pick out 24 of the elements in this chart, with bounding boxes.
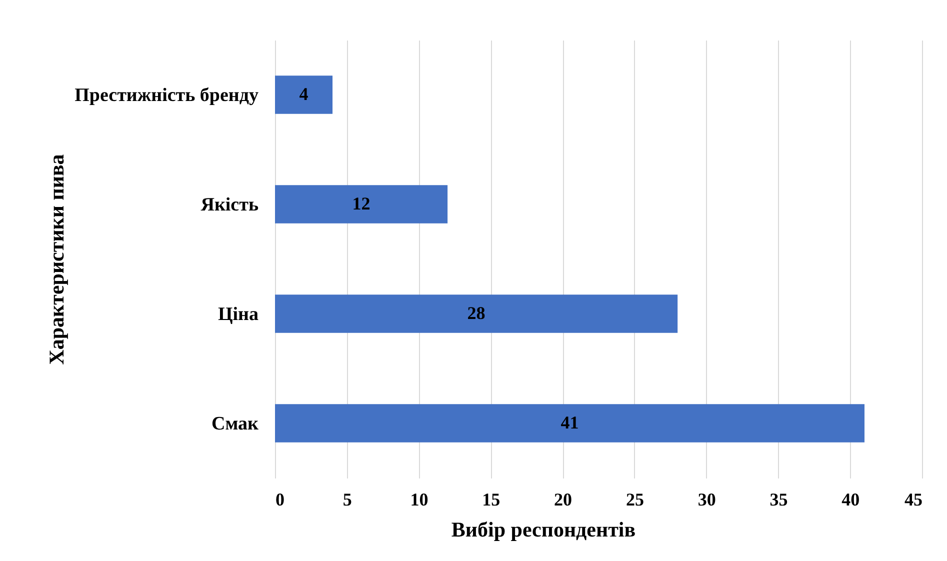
x-tick-label: 15 <box>482 490 500 510</box>
data-label: 12 <box>352 193 370 214</box>
y-tick-label: Якість <box>200 194 258 216</box>
y-tick-label: Престижність бренду <box>74 84 259 106</box>
x-tick-label: 10 <box>410 490 428 510</box>
bar <box>275 294 678 333</box>
x-tick-label: 20 <box>554 490 572 510</box>
data-label: 28 <box>467 302 486 323</box>
x-tick-label: 35 <box>770 490 788 510</box>
y-axis-title: Характеристики пива <box>44 154 68 365</box>
x-tick-label: 40 <box>842 490 860 510</box>
y-tick-label: Смак <box>212 413 259 434</box>
x-tick-label: 5 <box>342 490 352 510</box>
x-axis-title: Вибір респондентів <box>451 518 636 542</box>
y-tick-label: Ціна <box>218 304 259 325</box>
bar <box>275 76 333 114</box>
bar <box>275 404 864 442</box>
x-tick-label: 0 <box>276 490 284 510</box>
x-tick-label: 30 <box>698 490 716 510</box>
bar <box>275 185 448 224</box>
data-label: 4 <box>299 84 308 104</box>
x-tick-label: 45 <box>904 490 922 510</box>
data-label: 41 <box>560 412 579 432</box>
x-tick-label: 25 <box>626 490 644 510</box>
